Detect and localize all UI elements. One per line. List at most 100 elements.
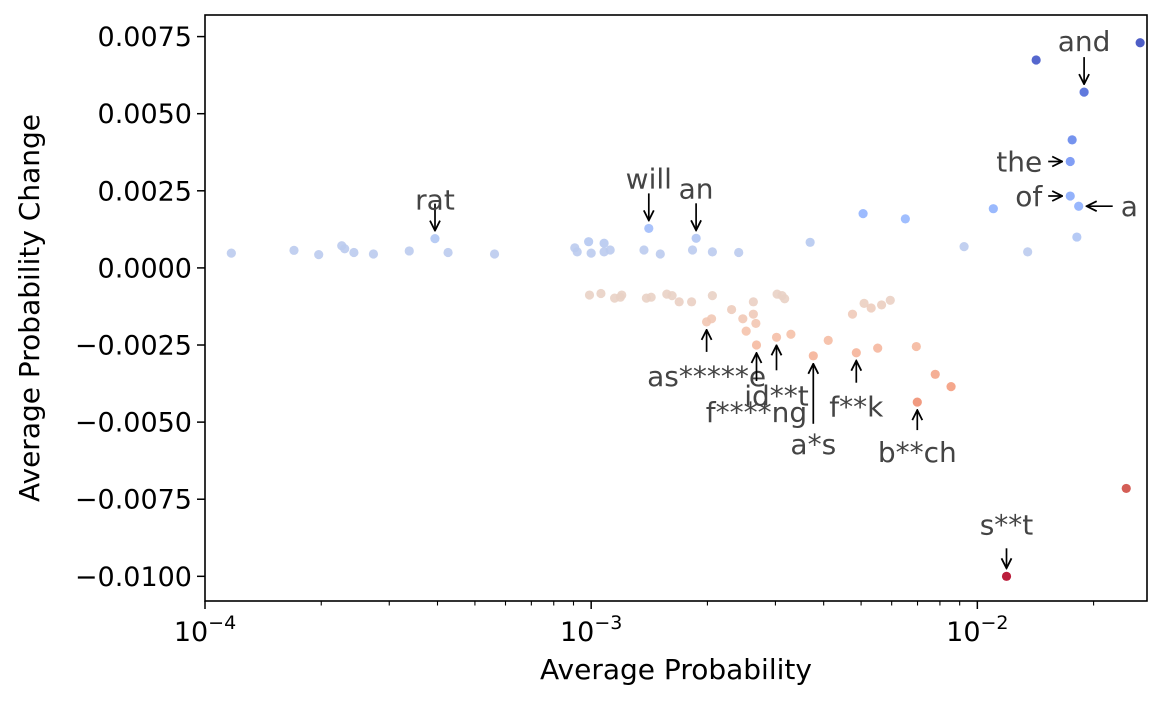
data-point bbox=[805, 237, 815, 247]
data-point bbox=[876, 300, 887, 310]
data-point bbox=[655, 249, 665, 259]
data-point bbox=[443, 247, 453, 258]
data-point bbox=[900, 214, 910, 224]
y-axis-label: Average Probability Change bbox=[13, 114, 46, 502]
data-point bbox=[340, 244, 350, 254]
data-point bbox=[858, 209, 868, 219]
annotation-label: an bbox=[679, 172, 714, 205]
data-point bbox=[1001, 571, 1012, 581]
data-point bbox=[738, 314, 748, 324]
data-point bbox=[771, 332, 782, 342]
data-point bbox=[639, 245, 649, 255]
x-tick-label: 10−2 bbox=[946, 612, 1008, 648]
data-point bbox=[751, 318, 761, 329]
data-point bbox=[314, 250, 324, 260]
data-point bbox=[584, 290, 595, 300]
annotation-label: f****ng bbox=[706, 396, 807, 429]
data-point bbox=[726, 304, 737, 315]
data-point bbox=[808, 351, 818, 361]
x-axis: 10−4 10−3 10−2 bbox=[174, 601, 1095, 648]
annotation-label: s**t bbox=[980, 508, 1034, 541]
data-point bbox=[734, 247, 744, 258]
y-tick-label: 0.0025 bbox=[98, 176, 192, 207]
data-point bbox=[586, 248, 596, 258]
data-point bbox=[748, 309, 758, 319]
data-point bbox=[786, 329, 796, 339]
data-point bbox=[741, 326, 751, 336]
x-axis-label: Average Probability bbox=[540, 653, 812, 686]
data-point bbox=[859, 298, 869, 308]
data-point bbox=[667, 291, 677, 301]
data-point bbox=[911, 341, 921, 352]
annotation-label: a*s bbox=[790, 428, 836, 461]
data-point bbox=[885, 295, 895, 305]
annotation-label: and bbox=[1058, 25, 1111, 58]
annotation-label: of bbox=[1015, 180, 1043, 213]
data-point bbox=[912, 397, 922, 407]
annotation-label: as*****e bbox=[647, 360, 766, 393]
data-point bbox=[707, 247, 717, 257]
y-tick-label: 0.0075 bbox=[98, 22, 192, 53]
data-point bbox=[1031, 55, 1041, 65]
data-point bbox=[289, 245, 299, 255]
data-point bbox=[1121, 483, 1131, 494]
data-point bbox=[584, 237, 594, 247]
data-points bbox=[226, 38, 1145, 581]
data-point bbox=[687, 245, 698, 255]
data-point bbox=[1067, 135, 1077, 145]
data-point bbox=[946, 382, 956, 392]
data-point bbox=[706, 314, 717, 324]
data-point bbox=[687, 297, 697, 307]
data-point bbox=[674, 297, 684, 307]
data-point bbox=[751, 340, 762, 350]
data-point bbox=[489, 249, 500, 259]
data-point bbox=[572, 247, 582, 257]
annotation-label: a bbox=[1121, 190, 1138, 223]
data-point bbox=[430, 234, 440, 244]
y-tick-label: −0.0100 bbox=[75, 562, 192, 593]
data-point bbox=[617, 290, 627, 300]
annotation-label: the bbox=[996, 146, 1042, 179]
data-point bbox=[368, 249, 379, 259]
annotation-label: f**k bbox=[829, 391, 884, 424]
x-tick-label: 10−3 bbox=[560, 612, 622, 648]
data-point bbox=[707, 291, 717, 301]
data-point bbox=[823, 335, 833, 345]
data-point bbox=[605, 245, 615, 255]
data-point bbox=[226, 248, 236, 258]
data-point bbox=[646, 292, 656, 302]
data-point bbox=[349, 247, 359, 258]
data-point bbox=[959, 242, 969, 252]
data-point bbox=[780, 294, 790, 304]
annotation-label: rat bbox=[415, 184, 455, 217]
data-point bbox=[1065, 156, 1075, 167]
data-point bbox=[644, 223, 654, 234]
y-axis: 0.0075 0.0050 0.0025 0.0000 −0.0025 −0.0050 −0… bbox=[75, 22, 205, 593]
data-point bbox=[748, 297, 758, 307]
annotation-label: id**t bbox=[744, 379, 809, 412]
y-tick-label: −0.0025 bbox=[75, 331, 192, 362]
data-point bbox=[851, 348, 861, 358]
data-point bbox=[1079, 87, 1089, 97]
data-point bbox=[1074, 201, 1084, 211]
data-point bbox=[873, 343, 883, 353]
data-point bbox=[1023, 247, 1033, 257]
data-point bbox=[847, 309, 858, 319]
data-point bbox=[599, 238, 609, 248]
y-tick-label: 0.0000 bbox=[98, 253, 192, 284]
data-point bbox=[691, 233, 701, 243]
data-point bbox=[930, 369, 940, 379]
data-point bbox=[404, 246, 414, 256]
y-tick-label: 0.0050 bbox=[98, 99, 192, 130]
data-point bbox=[596, 288, 606, 299]
annotation-label: b**ch bbox=[878, 436, 957, 469]
data-point bbox=[988, 204, 998, 214]
data-point bbox=[1065, 191, 1075, 201]
y-tick-label: −0.0050 bbox=[75, 408, 192, 439]
data-point bbox=[1135, 38, 1145, 48]
data-point bbox=[1072, 232, 1082, 242]
data-point bbox=[866, 303, 876, 313]
annotation-label: will bbox=[626, 162, 672, 195]
